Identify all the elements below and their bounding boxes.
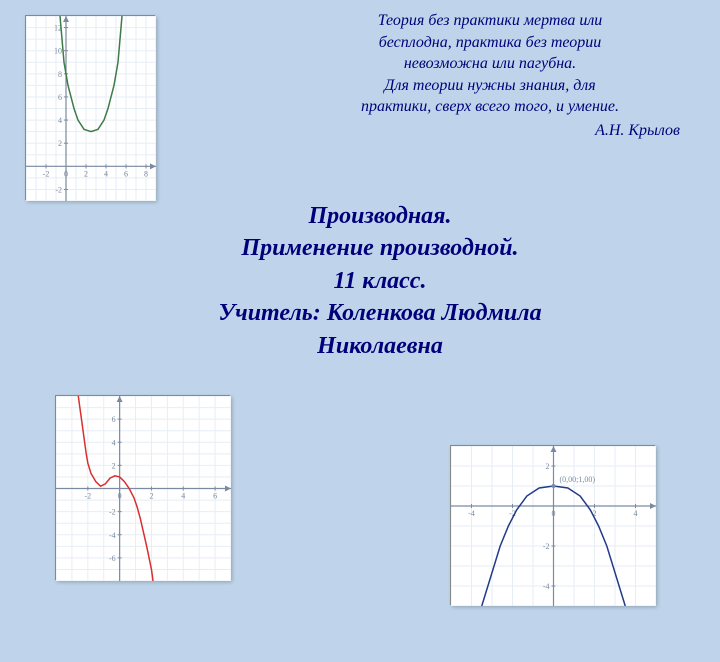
svg-text:10: 10 xyxy=(54,47,62,56)
chart-parabola-up: -202468-224681012 xyxy=(25,15,155,200)
svg-text:2: 2 xyxy=(546,462,550,471)
svg-text:0: 0 xyxy=(118,492,122,501)
svg-text:2: 2 xyxy=(84,169,88,178)
title-line: Применение производной. xyxy=(110,232,650,264)
svg-text:4: 4 xyxy=(58,116,62,125)
quote-line: практики, сверх всего того, и умение. xyxy=(290,96,690,118)
quote-line: невозможна или пагубна. xyxy=(290,53,690,75)
svg-text:-2: -2 xyxy=(43,169,50,178)
svg-text:6: 6 xyxy=(213,492,217,501)
svg-text:2: 2 xyxy=(58,139,62,148)
slide-title: Производная. Применение производной. 11 … xyxy=(110,200,650,362)
svg-text:0: 0 xyxy=(552,509,556,518)
svg-text:8: 8 xyxy=(144,169,148,178)
title-line: 11 класс. xyxy=(110,265,650,297)
svg-text:6: 6 xyxy=(124,169,128,178)
quote-author: А.Н. Крылов xyxy=(290,120,690,142)
svg-text:-2: -2 xyxy=(543,542,550,551)
quote-line: Для теории нужны знания, для xyxy=(290,75,690,97)
epigraph-quote: Теория без практики мертва или бесплодна… xyxy=(290,10,690,142)
svg-text:6: 6 xyxy=(112,415,116,424)
quote-line: бесплодна, практика без теории xyxy=(290,32,690,54)
svg-text:-4: -4 xyxy=(543,582,550,591)
quote-line: Теория без практики мертва или xyxy=(290,10,690,32)
chart-parabola-down: -4-2024-4-22(0,00;1,00) xyxy=(450,445,655,605)
svg-text:-4: -4 xyxy=(109,531,116,540)
svg-text:4: 4 xyxy=(181,492,185,501)
svg-text:-2: -2 xyxy=(55,185,62,194)
title-line: Производная. xyxy=(110,200,650,232)
svg-text:8: 8 xyxy=(58,70,62,79)
svg-text:4: 4 xyxy=(634,509,638,518)
svg-text:4: 4 xyxy=(104,169,108,178)
svg-text:-2: -2 xyxy=(109,508,116,517)
svg-text:6: 6 xyxy=(58,93,62,102)
svg-text:(0,00;1,00): (0,00;1,00) xyxy=(560,475,596,484)
svg-text:-6: -6 xyxy=(109,554,116,563)
title-line: Учитель: Коленкова Людмила xyxy=(110,297,650,329)
svg-text:2: 2 xyxy=(112,461,116,470)
svg-text:2: 2 xyxy=(149,492,153,501)
chart-cubic: -20246-6-4-2246 xyxy=(55,395,230,580)
svg-text:-2: -2 xyxy=(84,492,91,501)
title-line: Николаевна xyxy=(110,330,650,362)
svg-text:0: 0 xyxy=(64,169,68,178)
svg-text:-4: -4 xyxy=(468,509,475,518)
svg-text:4: 4 xyxy=(112,438,116,447)
